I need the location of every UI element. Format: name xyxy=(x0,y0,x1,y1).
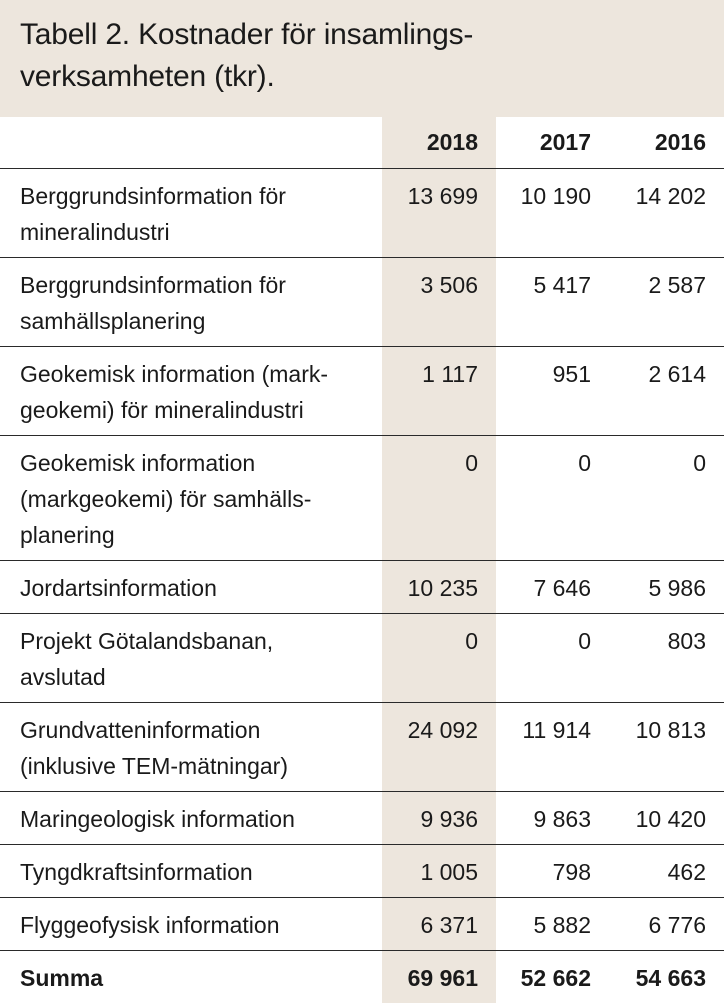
table-row: Jordartsinformation 10 235 7 646 5 986 xyxy=(0,560,724,614)
table-row: Maringeologisk information 9 936 9 863 10 4… xyxy=(0,791,724,845)
row-label-line: Geokemisk information (mark- xyxy=(20,360,329,387)
table-title: Tabell 2. Kostnader för insamlings- verk… xyxy=(20,14,704,98)
row-label-line: Geokemisk information xyxy=(20,449,256,476)
row-value-2016: 5 986 xyxy=(609,560,724,614)
row-label: Tyngdkraftsinformation xyxy=(0,844,382,898)
row-label-line: Berggrundsinformation för xyxy=(20,271,286,298)
total-label: Summa xyxy=(20,964,104,991)
row-value-2016: 2 614 xyxy=(609,346,724,436)
table-row: Geokemisk information (mark-geokemi) för… xyxy=(0,346,724,436)
row-value-2016: 10 813 xyxy=(609,702,724,792)
table-title-line-2: verksamheten (tkr). xyxy=(20,60,275,93)
table-row: Grundvatteninformation (inklusive TEM-mät… xyxy=(0,702,724,792)
row-label-line: geokemi) för mineralindustri xyxy=(20,396,304,423)
row-label-line: mineralindustri xyxy=(20,218,170,245)
row-value-2017: 0 xyxy=(496,435,609,561)
row-value-2016: 0 xyxy=(609,435,724,561)
row-label-line: (markgeokemi) för samhälls- xyxy=(20,485,312,512)
row-label-line: Maringeologisk information xyxy=(20,805,295,832)
table-title-band: Tabell 2. Kostnader för insamlings- verk… xyxy=(0,0,724,117)
row-value-2016: 6 776 xyxy=(609,897,724,951)
row-label: Berggrundsinformation för samhällsplaneri… xyxy=(0,257,382,347)
total-value-2017: 52 662 xyxy=(520,964,591,991)
header-year-2018: 2018 xyxy=(382,117,496,169)
row-value-2018: 13 699 xyxy=(382,168,496,258)
row-label-line: Jordartsinformation xyxy=(20,574,217,601)
row-value-2016: 14 202 xyxy=(609,168,724,258)
header-label-cell xyxy=(0,117,382,169)
row-value-2018: 24 092 xyxy=(382,702,496,792)
row-value-2016: 10 420 xyxy=(609,791,724,845)
row-value-2018: 3 506 xyxy=(382,257,496,347)
row-value-2017: 10 190 xyxy=(496,168,609,258)
row-value-2018: 0 xyxy=(382,613,496,703)
table-row: Tyngdkraftsinformation 1 005 798 462 xyxy=(0,844,724,898)
row-value-2018: 9 936 xyxy=(382,791,496,845)
row-label-line: Berggrundsinformation för xyxy=(20,182,286,209)
cost-table: 2018 2017 2016 Berggrundsinformation för… xyxy=(0,117,724,1003)
total-value-2018: 69 961 xyxy=(382,950,496,1003)
row-label: Grundvatteninformation (inklusive TEM-mät… xyxy=(0,702,382,792)
table-row: Berggrundsinformation för mineralindustri… xyxy=(0,168,724,258)
row-label-line: (inklusive TEM-mätningar) xyxy=(20,752,288,779)
row-value-2017: 798 xyxy=(496,844,609,898)
row-value-2018: 1 005 xyxy=(382,844,496,898)
header-year-2016: 2016 xyxy=(609,117,724,169)
header-row: 2018 2017 2016 xyxy=(0,117,724,169)
table-body: Berggrundsinformation för mineralindustri… xyxy=(0,168,724,951)
table-row: Projekt Götalandsbanan, avslutad 0 0 803 xyxy=(0,613,724,703)
row-label: Projekt Götalandsbanan, avslutad xyxy=(0,613,382,703)
row-label-line: samhällsplanering xyxy=(20,307,206,334)
row-label: Geokemisk information (markgeokemi) för s… xyxy=(0,435,382,561)
row-label: Berggrundsinformation för mineralindustri xyxy=(0,168,382,258)
row-value-2016: 2 587 xyxy=(609,257,724,347)
row-label: Geokemisk information (mark-geokemi) för… xyxy=(0,346,382,436)
row-label: Jordartsinformation xyxy=(0,560,382,614)
row-value-2018: 0 xyxy=(382,435,496,561)
row-label-line: planering xyxy=(20,521,115,548)
row-value-2017: 7 646 xyxy=(496,560,609,614)
total-row: Summa 69 961 52 662 54 663 xyxy=(0,950,724,1003)
row-label-line: Flyggeofysisk information xyxy=(20,911,280,938)
row-label-line: avslutad xyxy=(20,663,106,690)
row-value-2018: 6 371 xyxy=(382,897,496,951)
row-label: Flyggeofysisk information xyxy=(0,897,382,951)
row-value-2017: 0 xyxy=(496,613,609,703)
row-value-2017: 5 882 xyxy=(496,897,609,951)
row-value-2017: 11 914 xyxy=(496,702,609,792)
table-row: Geokemisk information (markgeokemi) för s… xyxy=(0,435,724,561)
row-label: Maringeologisk information xyxy=(0,791,382,845)
row-label-line: Grundvatteninformation xyxy=(20,716,261,743)
row-value-2017: 9 863 xyxy=(496,791,609,845)
header-year-2017: 2017 xyxy=(496,117,609,169)
row-label-line: Projekt Götalandsbanan, xyxy=(20,627,274,654)
row-value-2016: 803 xyxy=(609,613,724,703)
row-value-2016: 462 xyxy=(609,844,724,898)
total-value-2016: 54 663 xyxy=(635,964,706,991)
row-value-2018: 1 117 xyxy=(382,346,496,436)
table-title-line-1: Tabell 2. Kostnader för insamlings- xyxy=(20,18,474,51)
table-row: Flyggeofysisk information 6 371 5 882 6 776 xyxy=(0,897,724,951)
row-label-line: Tyngdkraftsinformation xyxy=(20,858,253,885)
row-value-2018: 10 235 xyxy=(382,560,496,614)
row-value-2017: 951 xyxy=(496,346,609,436)
row-value-2017: 5 417 xyxy=(496,257,609,347)
table-row: Berggrundsinformation för samhällsplaneri… xyxy=(0,257,724,347)
